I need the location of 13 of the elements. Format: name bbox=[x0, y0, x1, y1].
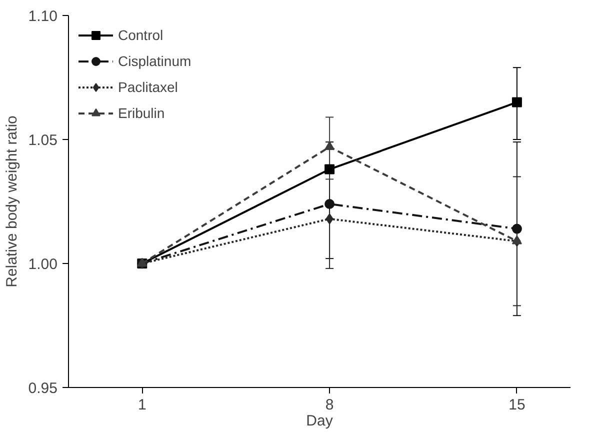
y-tick-label: 1.10 bbox=[28, 8, 58, 25]
legend-label: Paclitaxel bbox=[118, 79, 178, 95]
legend-label: Cisplatinum bbox=[118, 53, 192, 69]
legend-label: Eribulin bbox=[118, 105, 165, 121]
y-tick-label: 0.95 bbox=[28, 380, 58, 397]
x-tick-label: 15 bbox=[508, 396, 526, 414]
x-axis-title: Day bbox=[306, 412, 334, 430]
y-axis-title: Relative body weight ratio bbox=[3, 116, 20, 288]
x-tick-label: 8 bbox=[325, 396, 334, 414]
y-tick-label: 1.00 bbox=[28, 256, 58, 273]
legend-label: Control bbox=[118, 27, 164, 43]
x-tick-label: 1 bbox=[138, 396, 146, 414]
y-tick-label: 1.05 bbox=[28, 132, 58, 149]
